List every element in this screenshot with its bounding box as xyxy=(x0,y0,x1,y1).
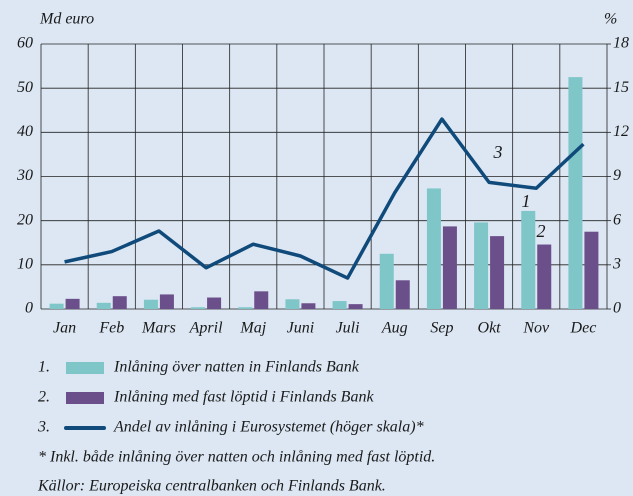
y2-tick-label: 18 xyxy=(613,35,629,52)
y-tick-label: 60 xyxy=(17,35,33,52)
bar xyxy=(348,304,363,309)
y2-axis-label: % xyxy=(604,11,617,28)
y2-tick-label: 6 xyxy=(613,211,621,228)
bar xyxy=(65,298,80,309)
x-tick-label: April xyxy=(189,320,223,337)
source: Källor: Europeiska centralbanken och Fin… xyxy=(37,478,386,495)
y-tick-label: 0 xyxy=(25,300,33,317)
legend-marker: 2. xyxy=(38,389,50,406)
bar xyxy=(442,226,457,309)
line xyxy=(64,117,585,280)
x-tick-label: Juli xyxy=(336,320,360,337)
y2-tick-label: 3 xyxy=(612,256,621,273)
annotation: 1 xyxy=(522,191,531,211)
bar xyxy=(159,294,174,309)
bar xyxy=(537,244,552,309)
x-tick-label: Aug xyxy=(381,320,408,337)
x-tick-label: Okt xyxy=(478,320,502,337)
legend-marker: 1. xyxy=(38,359,50,376)
x-tick-label: Jan xyxy=(53,320,76,337)
bar xyxy=(285,299,300,309)
y2-tick-label: 12 xyxy=(613,123,629,140)
y-tick-label: 50 xyxy=(17,79,33,96)
bar xyxy=(426,188,441,309)
legend-swatch xyxy=(66,362,104,374)
bar xyxy=(96,302,111,309)
bar xyxy=(207,297,222,309)
bar xyxy=(254,291,269,309)
legend-label: Inlåning med fast löptid i Finlands Bank xyxy=(113,389,374,406)
x-tick-label: Mars xyxy=(141,320,176,337)
y-tick-label: 20 xyxy=(17,211,33,228)
y2-tick-label: 15 xyxy=(613,79,629,96)
bar xyxy=(395,280,410,309)
x-tick-label: Dec xyxy=(570,320,597,337)
bar xyxy=(49,303,64,309)
bar xyxy=(191,307,206,309)
bar xyxy=(379,253,394,309)
x-tick-label: Sep xyxy=(430,320,453,337)
legend-swatch xyxy=(66,392,104,404)
x-tick-label: Nov xyxy=(522,320,550,337)
legend-label: Andel av inlåning i Eurosystemet (höger … xyxy=(113,419,424,436)
bar xyxy=(238,307,253,309)
footnote: * Inkl. både inlåning över natten och in… xyxy=(38,449,435,466)
y2-tick-label: 0 xyxy=(613,300,621,317)
annotation: 3 xyxy=(493,142,503,162)
bar xyxy=(568,77,583,309)
y-tick-label: 40 xyxy=(17,123,33,140)
legend-label: Inlåning över natten in Finlands Bank xyxy=(113,359,360,376)
y-axis-label: Md euro xyxy=(39,11,94,28)
bar xyxy=(474,222,489,309)
legend-marker: 3. xyxy=(37,419,50,436)
y-tick-label: 10 xyxy=(17,256,33,273)
bar xyxy=(490,236,505,309)
x-tick-label: Maj xyxy=(239,320,266,337)
y-tick-label: 30 xyxy=(16,167,33,184)
bar xyxy=(301,303,316,309)
bar xyxy=(521,210,536,309)
bar xyxy=(332,301,347,309)
x-tick-label: Feb xyxy=(98,320,124,337)
bar xyxy=(143,299,158,309)
bar xyxy=(112,296,127,309)
y2-tick-label: 9 xyxy=(613,167,621,184)
bar xyxy=(584,231,599,309)
x-tick-label: Juni xyxy=(287,320,315,337)
annotation: 2 xyxy=(537,221,546,241)
